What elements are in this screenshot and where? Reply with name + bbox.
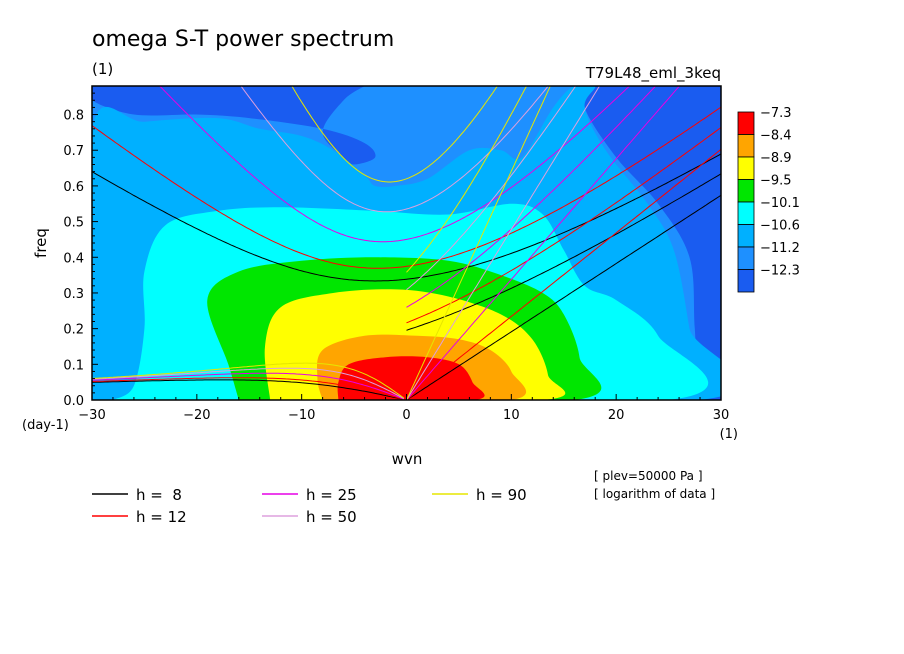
x-tick-label: −20: [183, 408, 210, 423]
colorbar-label: −10.6: [760, 219, 800, 234]
y-tick-label: 0.6: [63, 180, 84, 195]
legend-label: h = 50: [306, 508, 357, 526]
y-tick-label: 0.1: [63, 358, 84, 373]
curve-h25-2: [406, 86, 681, 400]
curve-h90-3: [406, 86, 528, 273]
colorbar-swatch: [737, 156, 755, 180]
colorbar-swatch: [737, 134, 755, 158]
colorbar: −7.3 −8.4 −8.9 −9.5 −10.1 −10.6 −11.2 −12.3: [737, 106, 800, 293]
legend-item-h12: h = 12: [92, 508, 187, 526]
colorbar-swatch: [737, 224, 755, 248]
curve-h12-2: [406, 148, 721, 400]
note-plev: [ plev=50000 Pa ]: [594, 469, 703, 483]
curve-h50-0: [240, 86, 549, 213]
curve-h8-0: [92, 153, 721, 282]
legend: h = 8 h = 12 h = 25 h = 50 h = 90: [92, 486, 527, 526]
y-unit-label: (day-1): [22, 418, 69, 433]
colorbar-label: −8.9: [760, 151, 792, 166]
colorbar-swatch: [737, 111, 755, 135]
curve-h90-2: [406, 86, 551, 400]
colorbar-label: −11.2: [760, 241, 800, 256]
dispersion-h12: [92, 106, 721, 400]
x-axis: −30 −20 −10 0 10 20 30: [78, 394, 729, 423]
colorbar-label: −7.3: [760, 106, 792, 121]
curve-h12-0: [92, 106, 721, 269]
curve-h25-3: [406, 86, 657, 308]
curve-h25-0: [159, 86, 631, 243]
legend-item-h8: h = 8: [92, 486, 182, 504]
legend-item-h50: h = 50: [262, 508, 357, 526]
x-unit-label: (1): [720, 427, 738, 442]
x-tick-label: 20: [608, 408, 625, 423]
y-tick-label: 0.3: [63, 287, 84, 302]
y-tick-label: 0.0: [63, 394, 84, 409]
legend-item-h90: h = 90: [432, 486, 527, 504]
note-log: [ logarithm of data ]: [594, 487, 715, 501]
y-tick-label: 0.7: [63, 144, 84, 159]
legend-label: h = 8: [136, 486, 182, 504]
colorbar-swatch: [737, 269, 755, 293]
x-tick-label: 30: [713, 408, 730, 423]
plot-area: [92, 86, 721, 400]
y-axis-label: freq: [32, 228, 50, 258]
chart-subtitle: (1): [92, 60, 113, 78]
legend-item-h25: h = 25: [262, 486, 357, 504]
colorbar-swatch: [737, 179, 755, 203]
curve-h8-2: [406, 194, 721, 400]
dispersion-h8: [92, 153, 721, 400]
legend-label: h = 12: [136, 508, 187, 526]
x-tick-label: 0: [402, 408, 410, 423]
dispersion-h50: [92, 86, 601, 400]
x-axis-label: wvn: [392, 450, 423, 468]
curve-h90-0: [291, 86, 498, 183]
legend-label: h = 25: [306, 486, 357, 504]
chart-title: omega S-T power spectrum: [92, 27, 394, 52]
y-tick-label: 0.2: [63, 323, 84, 338]
colorbar-label: −10.1: [760, 196, 800, 211]
band-dark-top-left: [92, 86, 376, 165]
curve-h90-1: [92, 362, 405, 399]
x-tick-label: −30: [78, 408, 105, 423]
colorbar-label: −9.5: [760, 174, 792, 189]
colorbar-swatch: [737, 201, 755, 225]
curve-h8-3: [406, 173, 721, 331]
colorbar-label: −8.4: [760, 129, 792, 144]
y-tick-label: 0.5: [63, 216, 84, 231]
colorbar-label: −12.3: [760, 264, 800, 279]
curve-h50-3: [406, 86, 577, 291]
y-tick-label: 0.8: [63, 109, 84, 124]
y-tick-label: 0.4: [63, 251, 84, 266]
dispersion-h90: [92, 86, 551, 400]
colorbar-swatch: [737, 246, 755, 270]
legend-label: h = 90: [476, 486, 527, 504]
curve-h50-2: [406, 86, 601, 400]
run-label: T79L48_eml_3keq: [585, 64, 721, 83]
x-tick-label: 10: [503, 408, 520, 423]
curve-h50-1: [92, 367, 405, 400]
curve-h25-1: [92, 372, 405, 400]
curve-h12-1: [92, 377, 405, 400]
x-tick-label: −10: [288, 408, 315, 423]
dispersion-h25: [92, 86, 681, 400]
curve-h12-3: [406, 127, 721, 324]
band-dark-top-right: [584, 86, 721, 400]
curve-h8-1: [92, 379, 404, 400]
y-axis: 0.0 0.1 0.2 0.3 0.4 0.5 0.6 0.7 0.8: [63, 92, 98, 409]
